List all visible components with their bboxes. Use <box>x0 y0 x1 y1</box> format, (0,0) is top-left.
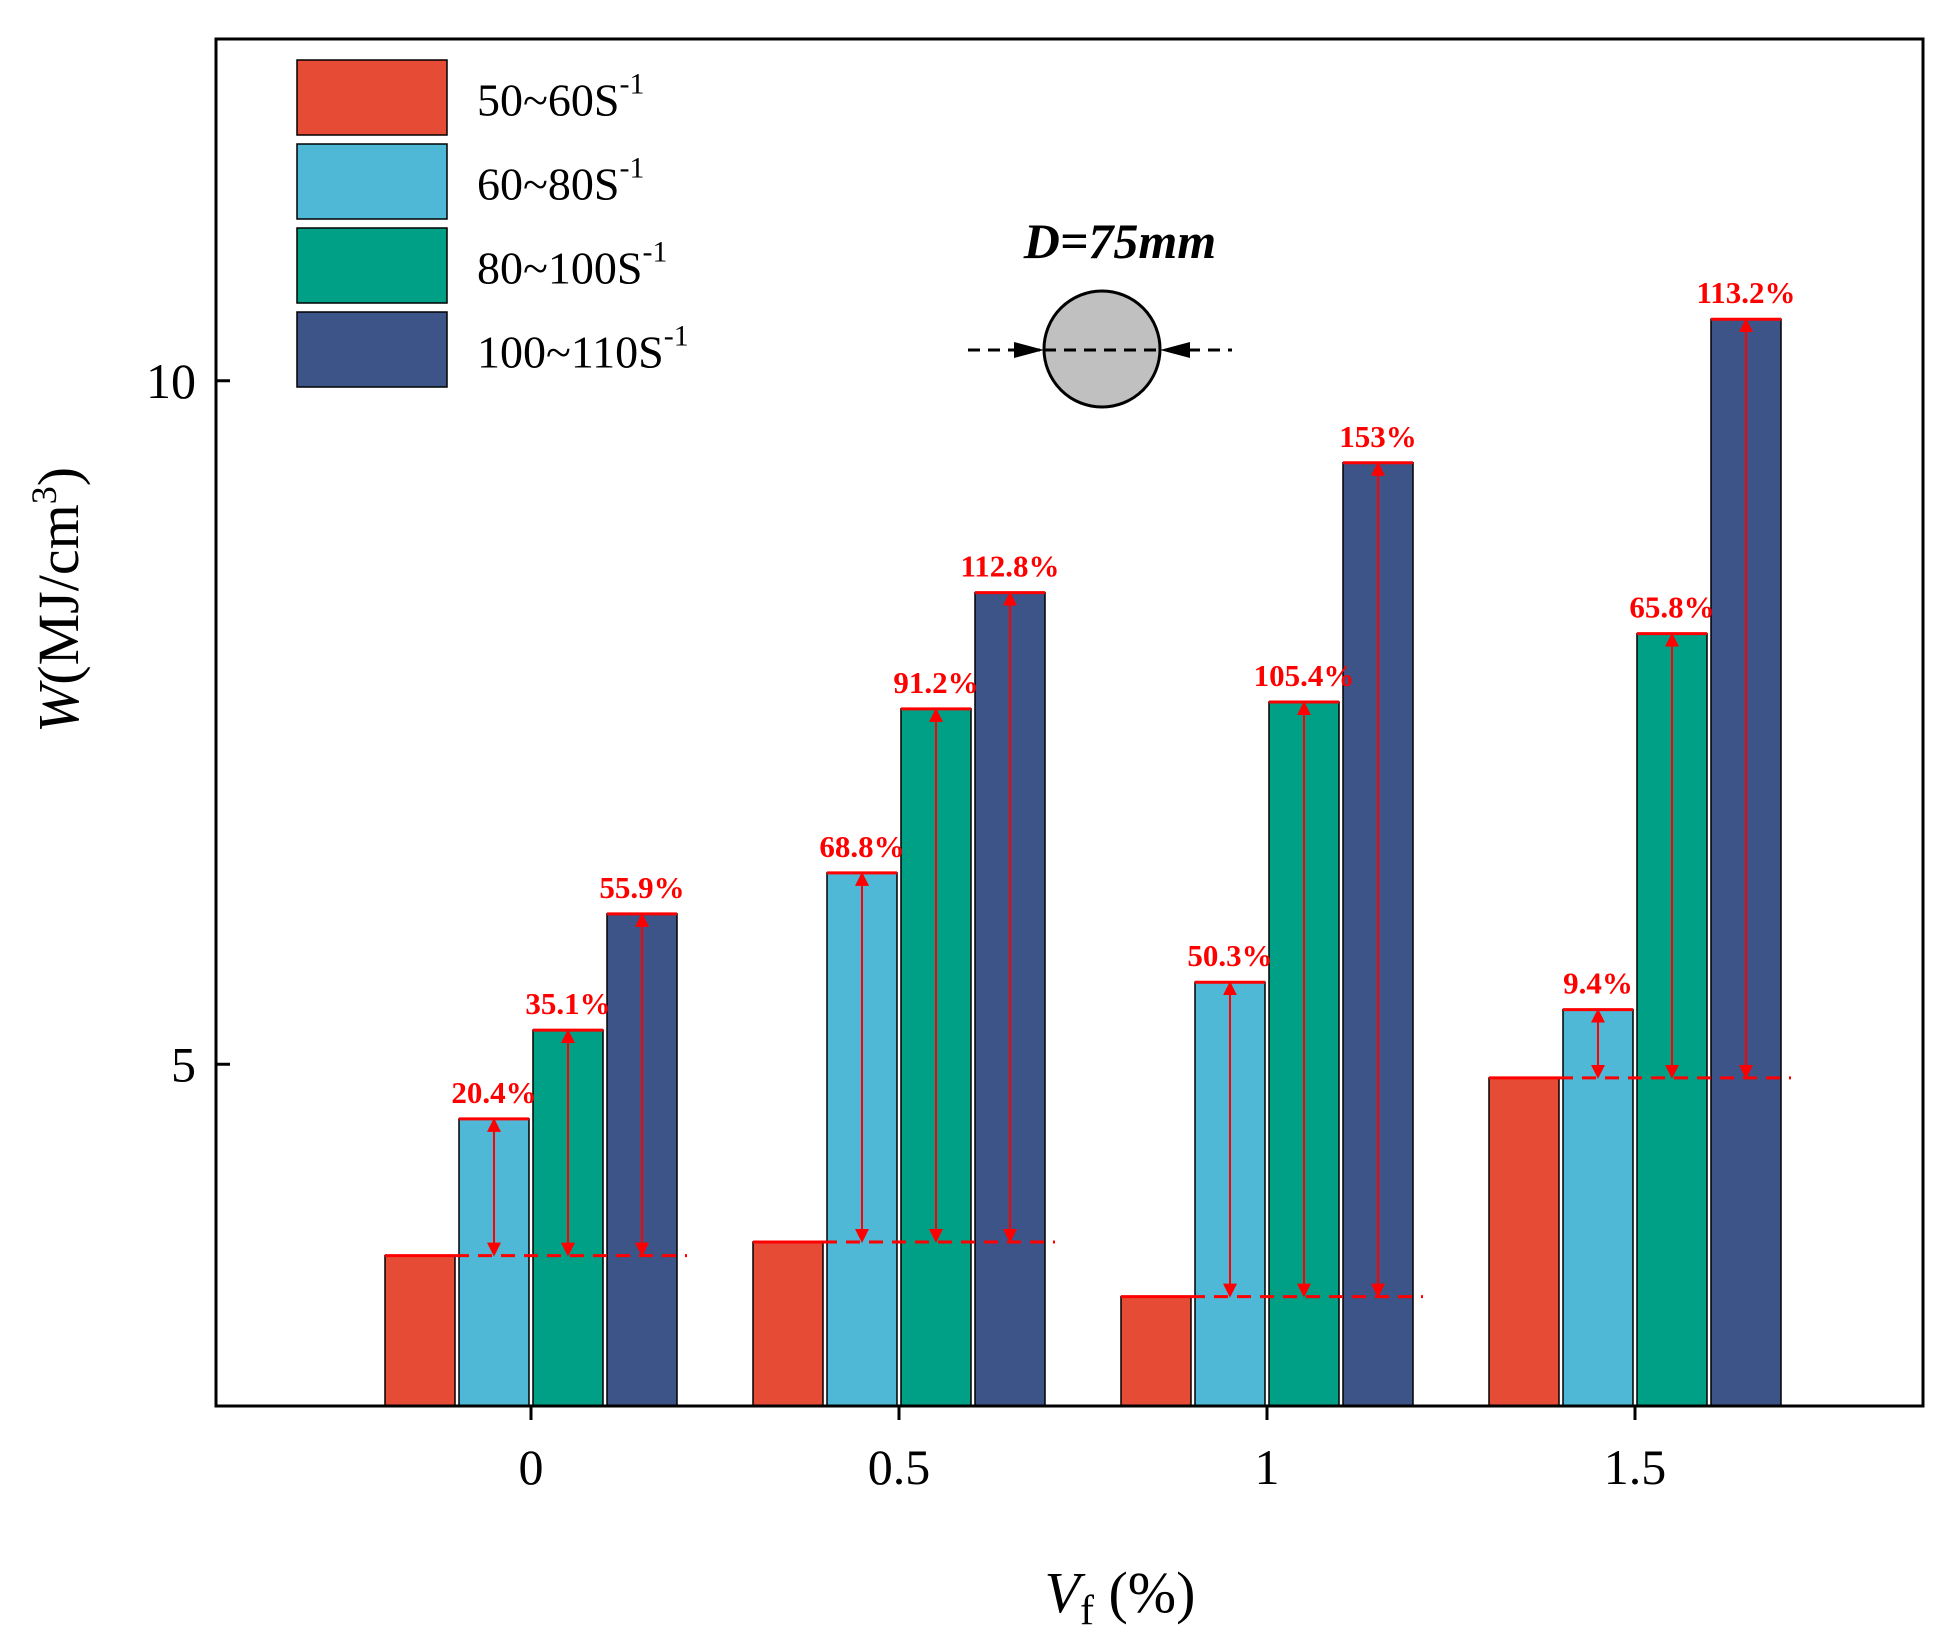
plot-frame <box>214 37 1925 1408</box>
increase-label: 50.3% <box>1187 938 1272 973</box>
specimen-size-label: D=75mm <box>1023 213 1216 269</box>
legend-swatch-2 <box>296 143 448 220</box>
increase-label: 91.2% <box>893 665 978 700</box>
increase-label: 112.8% <box>960 549 1059 584</box>
increase-label: 35.1% <box>525 986 610 1021</box>
specimen-circle <box>1042 289 1162 409</box>
legend-label-1: 50~60S-1 <box>477 68 644 126</box>
legend-label-3: 80~100S-1 <box>477 236 667 294</box>
legend-label-4: 100~110S-1 <box>477 320 689 378</box>
increase-label: 65.8% <box>1629 590 1714 625</box>
y-tick-label: 10 <box>146 353 196 409</box>
y-axis-title: W(MJ/cm3) <box>24 467 91 733</box>
specimen-illustration: D=75mm <box>968 213 1232 409</box>
x-tick-label: 1.5 <box>1604 1439 1667 1495</box>
legend-label-2: 60~80S-1 <box>477 152 644 210</box>
increase-label: 20.4% <box>451 1075 536 1110</box>
increase-label: 55.9% <box>599 870 684 905</box>
legend: 50~60S-1 60~80S-1 80~100S-1 100~110S-1 <box>296 59 689 388</box>
legend-swatch-3 <box>296 227 448 304</box>
bar-0.5-series-1 <box>752 1241 824 1407</box>
legend-swatch-1 <box>296 59 448 136</box>
increase-label: 9.4% <box>1563 966 1633 1001</box>
increase-label: 68.8% <box>819 829 904 864</box>
increase-label: 153% <box>1339 419 1417 454</box>
y-tick-label: 5 <box>171 1036 196 1092</box>
x-tick-label: 0.5 <box>868 1439 931 1495</box>
x-axis-title: Vf (%) <box>1045 1560 1196 1634</box>
bar-1.5-series-1 <box>1488 1077 1560 1407</box>
specimen-load-arrow-right <box>1160 342 1190 358</box>
x-tick-label: 0 <box>519 1439 544 1495</box>
bars-layer <box>384 318 1782 1407</box>
legend-swatch-4 <box>296 311 448 388</box>
specimen-load-arrow-left <box>1014 342 1044 358</box>
bar-0-series-1 <box>384 1254 456 1407</box>
increase-label: 105.4% <box>1254 658 1355 693</box>
axis-ticks: 0 0.5 1 1.5 5 10 <box>146 353 1666 1495</box>
annotations-layer: 20.4% 35.1% 55.9% 68.8% 91.2% 112.8% 50.3% 105.… <box>385 275 1796 1299</box>
increase-label: 113.2% <box>1696 275 1795 310</box>
x-tick-label: 1 <box>1255 1439 1280 1495</box>
bar-1-series-1 <box>1120 1295 1192 1407</box>
